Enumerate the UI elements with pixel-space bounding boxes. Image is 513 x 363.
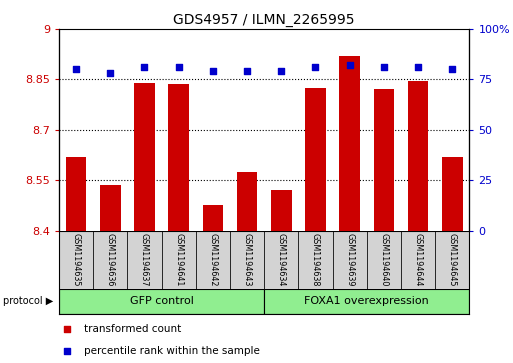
- Text: GSM1194641: GSM1194641: [174, 233, 183, 286]
- Bar: [230, 231, 264, 289]
- Text: GSM1194635: GSM1194635: [72, 233, 81, 286]
- Text: percentile rank within the sample: percentile rank within the sample: [84, 346, 260, 356]
- Text: GSM1194639: GSM1194639: [345, 233, 354, 286]
- Bar: [264, 289, 469, 314]
- Text: transformed count: transformed count: [84, 324, 181, 334]
- Point: [277, 69, 285, 74]
- Point: [311, 64, 320, 70]
- Bar: [203, 205, 223, 231]
- Point: [63, 348, 71, 354]
- Bar: [237, 172, 258, 231]
- Bar: [305, 88, 326, 231]
- Title: GDS4957 / ILMN_2265995: GDS4957 / ILMN_2265995: [173, 13, 355, 26]
- Bar: [59, 231, 93, 289]
- Bar: [442, 156, 463, 231]
- Text: GFP control: GFP control: [130, 296, 193, 306]
- Point: [141, 64, 149, 70]
- Text: GSM1194638: GSM1194638: [311, 233, 320, 286]
- Bar: [340, 56, 360, 231]
- Bar: [408, 81, 428, 231]
- Bar: [271, 190, 291, 231]
- Bar: [264, 231, 299, 289]
- Bar: [299, 231, 332, 289]
- Text: GSM1194634: GSM1194634: [277, 233, 286, 286]
- Point: [346, 62, 354, 68]
- Point: [174, 64, 183, 70]
- Bar: [66, 156, 86, 231]
- Text: GSM1194643: GSM1194643: [243, 233, 251, 286]
- Point: [448, 66, 457, 72]
- Bar: [100, 185, 121, 231]
- Bar: [373, 89, 394, 231]
- Bar: [435, 231, 469, 289]
- Point: [243, 69, 251, 74]
- Bar: [127, 231, 162, 289]
- Bar: [162, 231, 196, 289]
- Text: GSM1194636: GSM1194636: [106, 233, 115, 286]
- Text: GSM1194644: GSM1194644: [413, 233, 423, 286]
- Text: GSM1194640: GSM1194640: [380, 233, 388, 286]
- Point: [72, 66, 80, 72]
- Text: GSM1194642: GSM1194642: [208, 233, 218, 286]
- Point: [106, 70, 114, 76]
- Text: GSM1194645: GSM1194645: [448, 233, 457, 286]
- Point: [209, 69, 217, 74]
- Text: protocol ▶: protocol ▶: [3, 296, 53, 306]
- Bar: [196, 231, 230, 289]
- Bar: [332, 231, 367, 289]
- Bar: [367, 231, 401, 289]
- Point: [63, 326, 71, 332]
- Point: [380, 64, 388, 70]
- Bar: [59, 289, 264, 314]
- Text: FOXA1 overexpression: FOXA1 overexpression: [304, 296, 429, 306]
- Bar: [168, 85, 189, 231]
- Bar: [93, 231, 127, 289]
- Point: [414, 64, 422, 70]
- Text: GSM1194637: GSM1194637: [140, 233, 149, 286]
- Bar: [134, 83, 155, 231]
- Bar: [401, 231, 435, 289]
